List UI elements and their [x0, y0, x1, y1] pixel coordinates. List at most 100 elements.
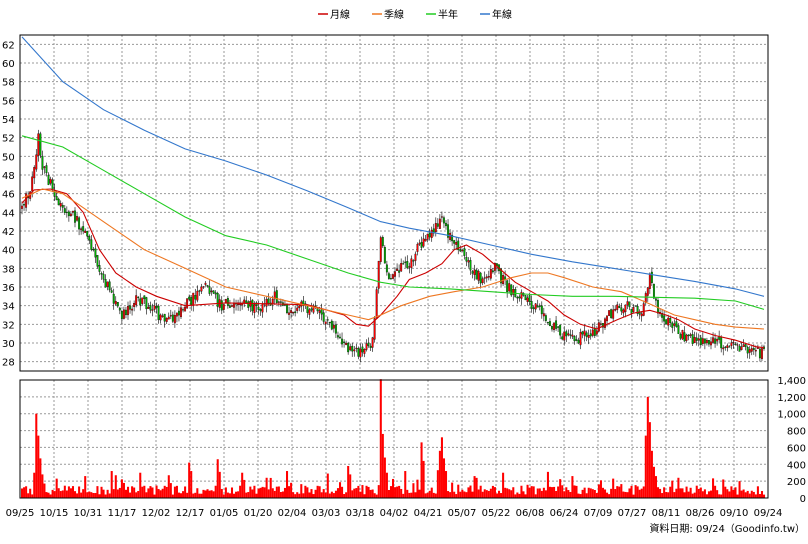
candle-159	[345, 340, 348, 346]
candle-55	[133, 300, 136, 312]
candle-body-72	[167, 316, 170, 320]
candle-body-96	[216, 292, 219, 307]
candle-46	[114, 296, 117, 306]
volume-bar-174	[375, 494, 378, 498]
candle-274	[579, 328, 582, 350]
volume-bar-23	[67, 486, 70, 498]
candle-4	[29, 190, 32, 202]
candle-body-70	[163, 313, 166, 322]
volume-bar-262	[555, 490, 558, 498]
candle-0	[21, 201, 23, 215]
candle-body-183	[394, 271, 396, 277]
candle-body-179	[385, 264, 388, 273]
candle-body-181	[390, 278, 392, 280]
volume-bar-254	[538, 488, 541, 498]
volume-tick-0: 0	[800, 494, 806, 505]
candle-100	[224, 298, 227, 303]
candle-80	[184, 302, 187, 312]
candle-body-68	[159, 314, 162, 321]
candle-281	[593, 322, 596, 338]
candle-297	[626, 296, 629, 310]
candle-body-235	[500, 268, 502, 284]
volume-bar-172	[371, 489, 374, 498]
volume-bar-116	[257, 488, 260, 498]
candle-87	[198, 289, 201, 296]
candle-body-227	[483, 277, 486, 279]
volume-bar-301	[634, 485, 637, 498]
volume-bar-157	[341, 486, 344, 498]
candle-19	[59, 200, 62, 211]
volume-bar-133	[292, 492, 295, 498]
candle-body-69	[161, 315, 164, 317]
candle-102	[228, 299, 231, 309]
volume-bar-247	[524, 494, 527, 498]
volume-bar-238	[506, 488, 509, 498]
candle-243	[516, 295, 519, 304]
candle-136	[298, 304, 301, 312]
candle-99	[222, 304, 225, 313]
candle-331	[695, 332, 698, 346]
volume-bar-299	[630, 485, 633, 498]
candle-199	[426, 233, 429, 243]
candle-91	[206, 284, 209, 288]
volume-bar-10	[41, 474, 44, 498]
candle-278	[587, 329, 590, 345]
volume-bar-223	[475, 477, 478, 498]
candle-body-138	[302, 300, 305, 306]
candle-206	[440, 211, 443, 223]
volume-bar-206	[440, 437, 443, 498]
volume-bar-79	[182, 491, 185, 498]
candle-356	[746, 345, 749, 359]
candle-body-35	[92, 249, 95, 251]
candle-266	[563, 326, 566, 346]
candle-body-142	[310, 308, 313, 311]
candle-body-275	[581, 331, 584, 335]
volume-bar-28	[78, 486, 81, 498]
volume-bar-182	[392, 478, 395, 498]
candle-196	[420, 236, 423, 251]
candle-body-168	[363, 348, 366, 354]
candle-body-141	[308, 309, 311, 315]
volume-bar-96	[216, 459, 219, 498]
candle-body-339	[712, 337, 714, 343]
volume-bar-260	[551, 487, 554, 498]
volume-bar-331	[695, 485, 698, 498]
candle-body-71	[165, 318, 168, 322]
candle-235	[500, 268, 502, 287]
candle-body-14	[49, 178, 52, 184]
volume-bar-302	[636, 486, 639, 498]
candle-252	[534, 303, 537, 313]
candle-body-145	[316, 308, 319, 312]
date-tick-3: 11/17	[108, 508, 137, 519]
candle-body-147	[320, 309, 323, 315]
candle-body-121	[267, 298, 270, 304]
candle-56	[135, 289, 138, 308]
candle-201	[430, 226, 433, 242]
volume-bar-16	[53, 491, 56, 498]
candle-body-48	[118, 307, 121, 311]
candle-265	[561, 333, 564, 341]
candle-76	[175, 312, 178, 323]
candle-body-294	[620, 307, 623, 312]
volume-bar-184	[396, 486, 399, 498]
volume-bar-317	[667, 492, 670, 498]
candle-58	[139, 293, 142, 311]
candle-body-52	[127, 306, 129, 316]
date-tick-12: 04/21	[414, 508, 443, 519]
candle-body-143	[312, 307, 315, 313]
volume-bar-46	[114, 475, 117, 498]
candle-body-196	[420, 242, 423, 248]
volume-bar-165	[357, 485, 360, 498]
volume-bar-265	[561, 485, 564, 498]
volume-bar-141	[308, 492, 311, 498]
candle-149	[324, 321, 327, 331]
volume-bar-95	[214, 485, 217, 498]
candle-body-116	[257, 306, 260, 310]
volume-bar-263	[557, 486, 560, 498]
volume-bar-48	[118, 487, 121, 498]
candle-body-311	[655, 298, 657, 301]
candle-body-250	[530, 300, 533, 309]
candle-83	[190, 294, 193, 311]
volume-bar-65	[153, 494, 156, 498]
volume-bar-285	[601, 487, 605, 498]
